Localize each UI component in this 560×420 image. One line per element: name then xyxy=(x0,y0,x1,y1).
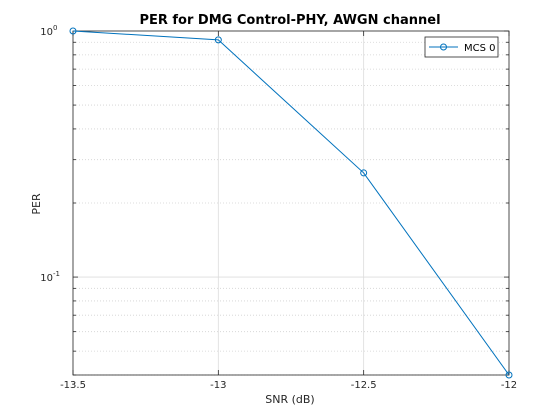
y-tick-exponent: 0 xyxy=(53,24,57,32)
x-tick-label: -13 xyxy=(210,380,226,391)
legend-marker-sample xyxy=(440,43,447,51)
y-tick-label: 10 xyxy=(40,273,53,284)
x-tick-label: -12 xyxy=(501,380,517,391)
data-point-marker xyxy=(214,36,222,44)
series-layer xyxy=(69,27,513,379)
y-tick-exponent: -1 xyxy=(53,270,60,278)
chart-title: PER for DMG Control-PHY, AWGN channel xyxy=(139,13,440,28)
y-tick-label: 10 xyxy=(40,27,53,38)
legend: MCS 0 xyxy=(424,36,499,58)
grid xyxy=(72,30,510,376)
data-point-marker xyxy=(360,169,368,177)
x-tick-label: -12.5 xyxy=(351,380,377,391)
x-axis-label: SNR (dB) xyxy=(265,393,314,406)
legend-box xyxy=(424,36,499,58)
plot-area-border xyxy=(72,30,510,376)
legend-label: MCS 0 xyxy=(464,43,496,54)
data-point-marker xyxy=(69,27,77,35)
y-axis-label: PER xyxy=(30,193,43,215)
series-line-mcs-0 xyxy=(72,30,510,376)
data-point-marker xyxy=(505,371,513,379)
x-tick-label: -13.5 xyxy=(60,380,86,391)
